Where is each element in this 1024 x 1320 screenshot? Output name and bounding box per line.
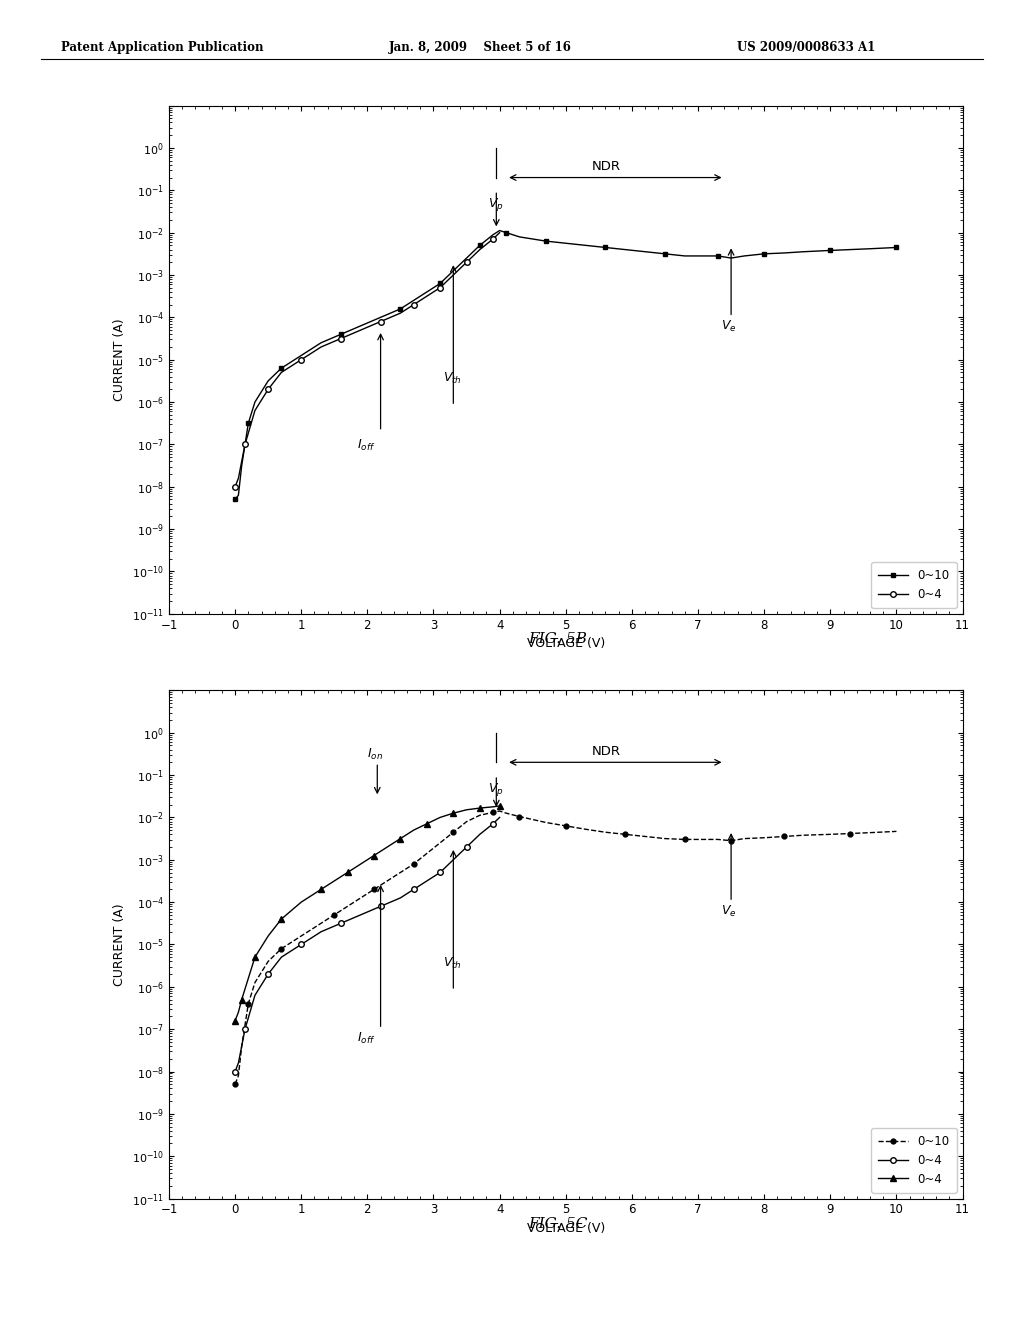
Text: $V_{th}$: $V_{th}$ [443, 956, 463, 970]
Text: $V_p$: $V_p$ [487, 197, 504, 214]
Text: $V_e$: $V_e$ [721, 904, 736, 919]
X-axis label: VOLTAGE (V): VOLTAGE (V) [526, 1222, 605, 1236]
Legend: 0~10, 0~4: 0~10, 0~4 [871, 562, 956, 609]
X-axis label: VOLTAGE (V): VOLTAGE (V) [526, 638, 605, 651]
Text: NDR: NDR [592, 160, 622, 173]
Text: $V_{th}$: $V_{th}$ [443, 371, 463, 385]
Text: $V_e$: $V_e$ [721, 319, 736, 334]
Text: FIG. 5B: FIG. 5B [528, 632, 588, 645]
Y-axis label: CURRENT (A): CURRENT (A) [114, 903, 126, 986]
Text: $I_{off}$: $I_{off}$ [357, 1031, 376, 1045]
Text: $I_{on}$: $I_{on}$ [368, 747, 383, 763]
Text: NDR: NDR [592, 744, 622, 758]
Y-axis label: CURRENT (A): CURRENT (A) [114, 318, 126, 401]
Text: Jan. 8, 2009    Sheet 5 of 16: Jan. 8, 2009 Sheet 5 of 16 [389, 41, 572, 54]
Text: Patent Application Publication: Patent Application Publication [61, 41, 264, 54]
Text: $I_{off}$: $I_{off}$ [357, 437, 376, 453]
Text: US 2009/0008633 A1: US 2009/0008633 A1 [737, 41, 876, 54]
Text: $V_p$: $V_p$ [487, 781, 504, 799]
Text: FIG. 5C: FIG. 5C [528, 1217, 588, 1230]
Legend: 0~10, 0~4, 0~4: 0~10, 0~4, 0~4 [871, 1127, 956, 1193]
